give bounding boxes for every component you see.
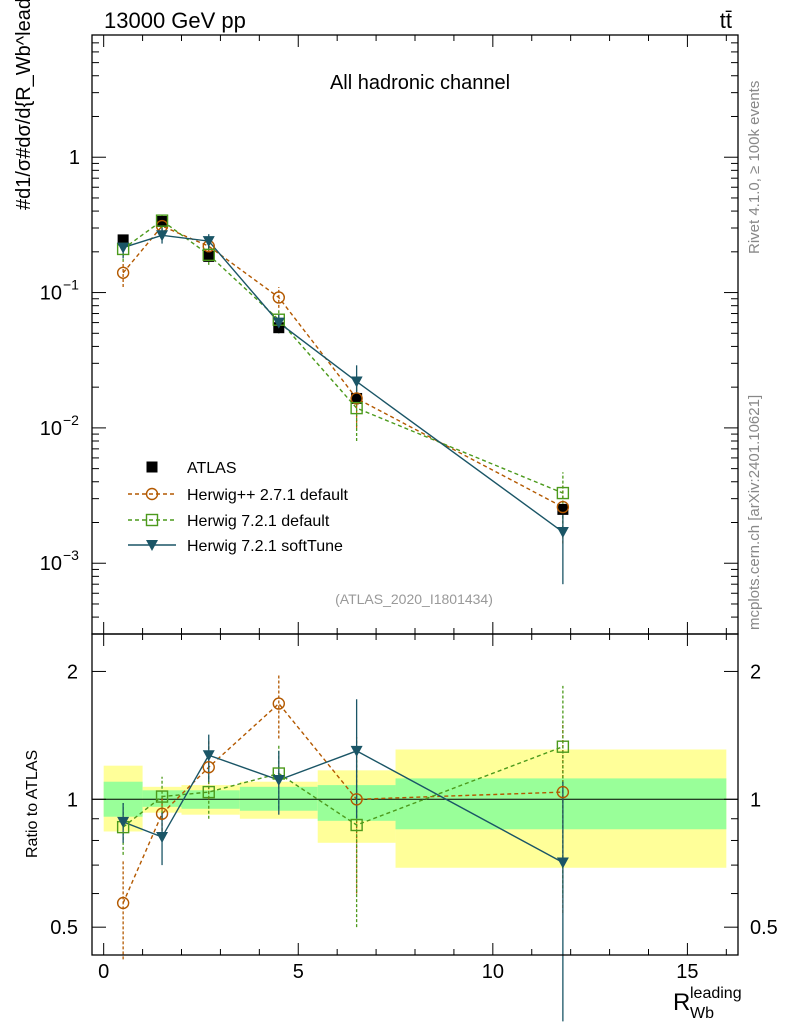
x-axis-title-sub: Wb xyxy=(690,1005,714,1022)
series-0-point-ratio-2 xyxy=(202,761,215,774)
y-tick-label-top-1: 10 xyxy=(40,418,62,440)
series-1-point-top-2 xyxy=(202,248,215,262)
series-2-point-ratio-0 xyxy=(117,816,130,828)
x-axis-title: R xyxy=(673,989,690,1016)
series-1-line-top xyxy=(122,219,564,494)
atlas-point-4 xyxy=(351,392,363,404)
band-inner-5 xyxy=(395,778,727,830)
series-0-point-top-3 xyxy=(272,291,285,304)
energy-label: 13000 GeV pp xyxy=(104,8,246,33)
atlas-point-0 xyxy=(117,234,129,246)
series-2-point-top-3 xyxy=(272,317,285,329)
series-0-point-top-4 xyxy=(350,392,363,405)
y-tick-exp-top-0: −3 xyxy=(63,547,79,563)
x-tick-label-10: 10 xyxy=(482,961,504,983)
uncertainty-bands xyxy=(92,749,738,868)
series-2-line-top xyxy=(122,234,564,533)
series-0-point-ratio-3 xyxy=(272,697,285,710)
legend-marker-0 xyxy=(145,487,159,501)
atlas-point-1 xyxy=(156,216,168,228)
x-axis-title-main: R xyxy=(673,989,690,1016)
legend-label-1: Herwig 7.2.1 default xyxy=(187,513,330,530)
series-1-point-top-4 xyxy=(350,401,363,415)
series-2-point-ratio-4 xyxy=(350,745,363,757)
channel-label: All hadronic channel xyxy=(330,72,510,94)
atlas-point-2 xyxy=(203,250,215,262)
series-0-point-ratio-1 xyxy=(155,807,169,820)
analysis-id: (ATLAS_2020_I1801434) xyxy=(335,591,493,607)
series-1-point-top-5 xyxy=(556,486,570,500)
series-0-point-top-5 xyxy=(556,500,570,514)
legend: ATLAS Herwig++ 2.7.1 default Herwig 7.2.1 … xyxy=(128,460,349,555)
series-1-point-ratio-4 xyxy=(350,818,363,832)
y-axis-title-top: #d1/σ#dσ/d{R_Wb^leading} xyxy=(13,0,35,210)
legend-label-2: Herwig 7.2.1 softTune xyxy=(187,538,343,555)
series-0-line-top xyxy=(122,225,564,508)
process-label: tt̄ xyxy=(720,8,732,33)
series-2-point-top-0 xyxy=(117,242,130,254)
legend-marker-1 xyxy=(145,513,159,527)
x-axis-title-sup: leading xyxy=(690,985,742,1002)
ratio-tick-label-right-2: 2 xyxy=(750,661,761,683)
y-tick-exp-top-2: −1 xyxy=(63,277,79,293)
series-2-point-top-5 xyxy=(556,527,569,539)
x-tick-label-0: 0 xyxy=(98,961,109,983)
series-2-point-top-4 xyxy=(350,376,363,388)
y-tick-label-top-3: 1 xyxy=(69,147,80,169)
mcplots-label: mcplots.cern.ch [arXiv:2401.10621] xyxy=(746,395,763,630)
legend-marker-atlas xyxy=(146,461,158,473)
series-1-point-ratio-2 xyxy=(202,785,215,799)
legend-label-0: Herwig++ 2.7.1 default xyxy=(187,487,349,504)
ratio-tick-label-left-0: 0.5 xyxy=(50,917,78,939)
data-markers xyxy=(116,214,570,910)
x-tick-label-5: 5 xyxy=(293,961,304,983)
series-1-point-ratio-5 xyxy=(556,740,570,753)
series-0-point-ratio-4 xyxy=(350,793,363,806)
series-0-point-top-0 xyxy=(116,266,130,279)
ratio-tick-label-left-2: 2 xyxy=(67,661,78,683)
series-2-point-ratio-5 xyxy=(556,857,569,869)
series-2-point-top-1 xyxy=(156,230,169,242)
series-2-line-ratio xyxy=(122,750,564,864)
legend-marker-2 xyxy=(146,540,158,551)
rivet-label: Rivet 4.1.0, ≥ 100k events xyxy=(746,81,763,254)
series-2-point-ratio-3 xyxy=(272,775,285,787)
series-0-point-ratio-5 xyxy=(556,785,570,799)
atlas-point-5 xyxy=(557,503,569,515)
series-1-point-ratio-1 xyxy=(155,790,169,803)
series-2-point-ratio-2 xyxy=(202,750,215,762)
series-2-point-top-2 xyxy=(202,236,215,248)
series-0-line-ratio xyxy=(122,702,563,904)
series-lines xyxy=(122,219,564,904)
ratio-tick-label-right-1: 1 xyxy=(750,789,761,811)
ratio-tick-label-left-1: 1 xyxy=(67,789,78,811)
y-tick-label-top-2: 10 xyxy=(40,283,62,305)
x-tick-label-15: 15 xyxy=(676,961,698,983)
ratio-tick-label-right-0: 0.5 xyxy=(750,917,778,939)
series-1-point-top-1 xyxy=(155,214,169,227)
y-tick-exp-top-1: −2 xyxy=(63,412,79,428)
series-2-point-ratio-1 xyxy=(156,832,169,844)
series-0-point-ratio-0 xyxy=(116,896,130,910)
y-tick-label-top-0: 10 xyxy=(40,553,62,575)
legend-label-atlas: ATLAS xyxy=(187,460,237,477)
error-bars xyxy=(122,214,564,1022)
y-axis-title-ratio: Ratio to ATLAS xyxy=(24,750,41,858)
